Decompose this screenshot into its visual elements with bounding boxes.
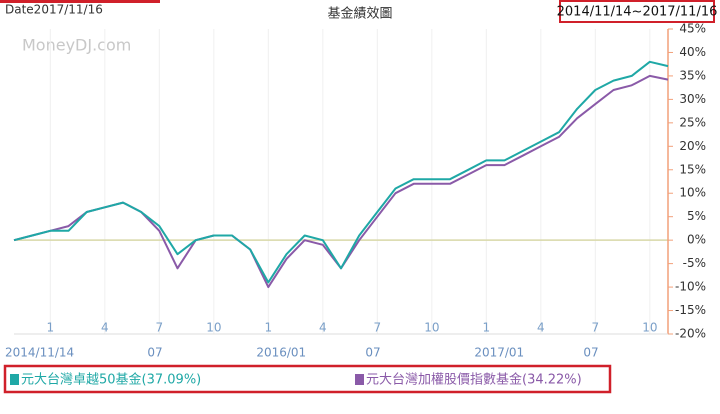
- x-tick-label: 1: [265, 321, 273, 335]
- x-tick-label: 7: [156, 321, 164, 335]
- y-tick-label: -5%: [683, 256, 706, 270]
- x-tick-label: 2014/11/14: [5, 346, 74, 360]
- x-tick-label: 2016/01: [256, 346, 306, 360]
- y-tick-label: 15%: [679, 162, 706, 176]
- range-box: [559, 0, 715, 23]
- y-tick-label: 45%: [679, 22, 706, 36]
- y-tick-label: -20%: [675, 327, 706, 341]
- series-line: [13, 74, 669, 289]
- y-tick-label: 30%: [679, 92, 706, 106]
- legend-label: 元大台灣卓越50基金(37.09%): [21, 372, 201, 388]
- legend-label: 元大台灣加權股價指數基金(34.22%): [366, 372, 582, 388]
- top-accent: [0, 0, 160, 3]
- x-tick-label: 10: [424, 321, 439, 335]
- y-tick-label: 0%: [687, 233, 706, 247]
- y-tick-label: 10%: [679, 186, 706, 200]
- x-tick-label: 2017/01: [474, 346, 524, 360]
- range-label: 2014/11/14~2017/11/16: [557, 5, 718, 20]
- x-tick-label: 1: [483, 321, 491, 335]
- x-tick-label: 4: [319, 321, 327, 335]
- x-tick-label: 10: [642, 321, 657, 335]
- legend-swatch: [355, 374, 364, 385]
- date-label: Date2017/11/16: [5, 3, 103, 17]
- x-tick-label: 07: [365, 346, 380, 360]
- y-tick-label: 35%: [679, 68, 706, 82]
- y-tick-label: 20%: [679, 139, 706, 153]
- x-tick-label: 10: [206, 321, 221, 335]
- series-line: [13, 60, 669, 284]
- legend-swatch: [10, 374, 19, 385]
- y-tick-label: -15%: [675, 303, 706, 317]
- chart-title: 基金績效圖: [327, 6, 392, 22]
- watermark: MoneyDJ.com: [22, 36, 131, 55]
- legend-box: [3, 364, 612, 394]
- y-tick-label: 5%: [687, 209, 706, 223]
- x-tick-label: 4: [101, 321, 109, 335]
- x-tick-label: 07: [147, 346, 162, 360]
- x-tick-label: 7: [374, 321, 382, 335]
- y-tick-label: 40%: [679, 45, 706, 59]
- x-tick-label: 7: [592, 321, 600, 335]
- x-tick-label: 07: [583, 346, 598, 360]
- x-tick-label: 4: [537, 321, 545, 335]
- y-tick-label: 25%: [679, 115, 706, 129]
- y-tick-label: -10%: [675, 280, 706, 294]
- x-tick-label: 1: [47, 321, 55, 335]
